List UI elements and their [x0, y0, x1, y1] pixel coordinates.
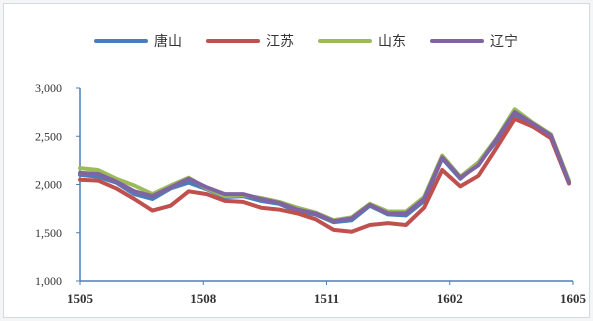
legend-label: 辽宁 [490, 33, 518, 50]
x-tick-labels: 1505 1508 1511 1602 1605 [67, 291, 587, 306]
y-tick-label: 2,000 [35, 178, 62, 192]
series-line [78, 116, 571, 234]
y-tick-label: 3,000 [35, 81, 62, 95]
chart-series [78, 107, 571, 234]
series-line [78, 107, 571, 223]
series-line [78, 112, 571, 225]
x-tick-label: 1605 [560, 291, 587, 306]
x-tick-label: 1508 [190, 291, 217, 306]
legend-label: 山东 [378, 34, 406, 50]
x-tick-label: 1511 [314, 291, 339, 306]
legend-label: 唐山 [154, 33, 182, 50]
chart-axes [76, 87, 574, 285]
x-tick-label: 1505 [67, 291, 94, 306]
chart-panel [3, 3, 590, 318]
legend-label: 江苏 [266, 34, 294, 50]
series-line [78, 110, 571, 224]
y-tick-label: 1,500 [35, 226, 62, 240]
y-tick-labels: 3,000 2,500 2,000 1,500 1,000 [35, 81, 62, 288]
x-tick-label: 1602 [437, 291, 463, 306]
chart-legend: 唐山 江苏 山东 辽宁 [94, 33, 518, 50]
y-tick-label: 2,500 [35, 129, 62, 143]
y-tick-label: 1,000 [35, 274, 62, 288]
